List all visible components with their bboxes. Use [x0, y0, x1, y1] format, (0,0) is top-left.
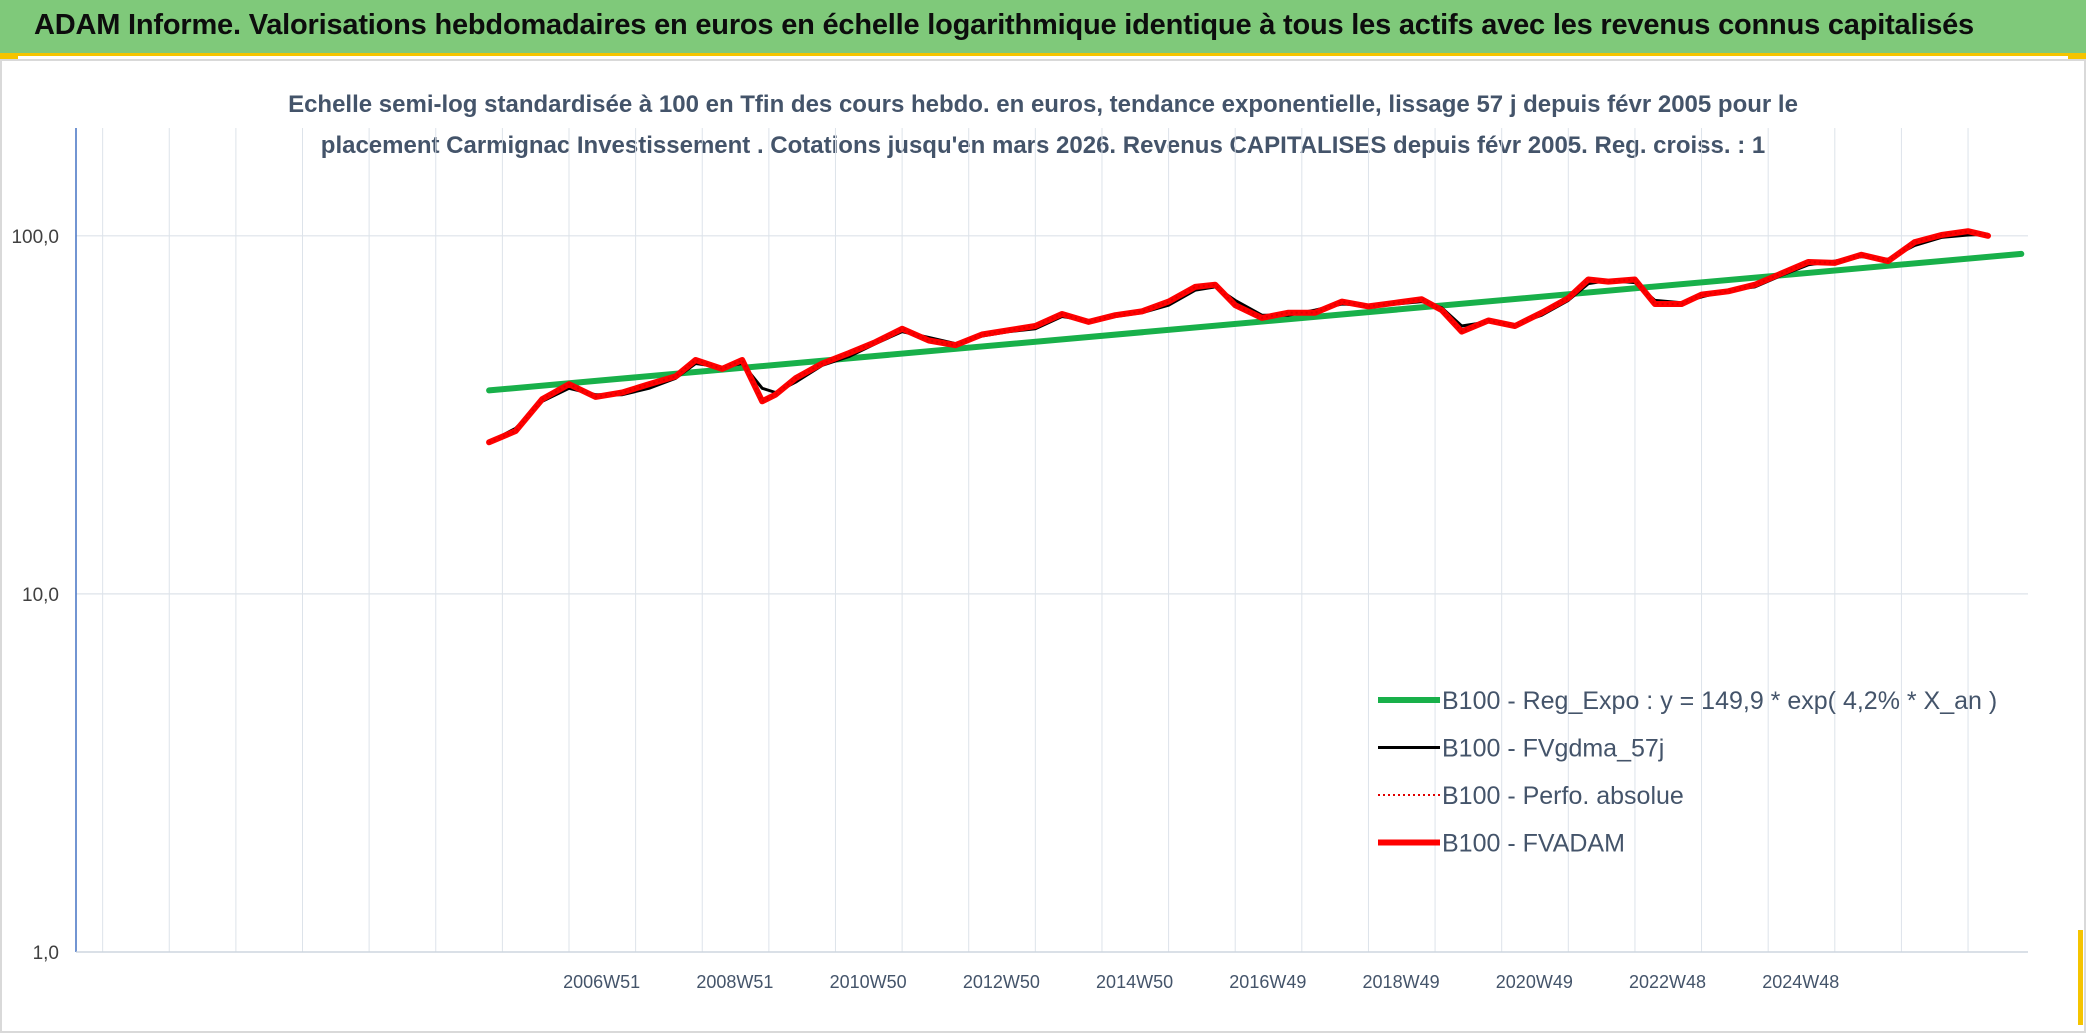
chart-axes: 1,0 10,0 100,0 2006W51 2008W51 2010W50 2012W50…: [11, 128, 2028, 992]
title-banner: ADAM Informe. Valorisations hebdomadaire…: [0, 0, 2086, 56]
x-tick-label: 2020W49: [1496, 972, 1573, 992]
legend-label: B100 - Reg_Expo : y = 149,9 * exp( 4,2% …: [1442, 687, 1997, 715]
fvadam-series: [486, 228, 1991, 446]
x-tick-label: 2012W50: [963, 972, 1040, 992]
chart-subtitle-line: Echelle semi-log standardisée à 100 en T…: [288, 91, 1798, 118]
chart-series: [486, 228, 2025, 446]
y-tick-label: 10,0: [22, 585, 59, 606]
chart-subtitle-line: placement Carmignac Investissement . Cot…: [321, 132, 1765, 159]
x-tick-label: 2022W48: [1629, 972, 1706, 992]
legend-label: B100 - FVgdma_57j: [1442, 735, 1664, 763]
x-tick-label: 2008W51: [696, 972, 773, 992]
legend-label: B100 - FVADAM: [1442, 830, 1625, 858]
smoothed-series: [488, 232, 1989, 444]
x-tick-label: 2014W50: [1096, 972, 1173, 992]
y-tick-label: 1,0: [33, 943, 59, 964]
legend-label: B100 - Perfo. absolue: [1442, 782, 1684, 810]
right-edge-marker: [2078, 930, 2083, 1025]
y-tick-label: 100,0: [11, 227, 59, 248]
chart-grid: [76, 128, 2028, 953]
x-tick-label: 2018W49: [1363, 972, 1440, 992]
absolute-performance-series: [488, 230, 1989, 444]
x-tick-label: 2006W51: [563, 972, 640, 992]
chart-area: [0, 59, 2086, 1033]
page-title: ADAM Informe. Valorisations hebdomadaire…: [34, 9, 1974, 41]
chart-subtitle: Echelle semi-log standardisée à 100 en T…: [288, 91, 1798, 159]
x-tick-label: 2010W50: [830, 972, 907, 992]
chart-legend: B100 - Reg_Expo : y = 149,9 * exp( 4,2% …: [1378, 687, 1997, 858]
x-tick-label: 2016W49: [1229, 972, 1306, 992]
x-tick-label: 2024W48: [1762, 972, 1839, 992]
